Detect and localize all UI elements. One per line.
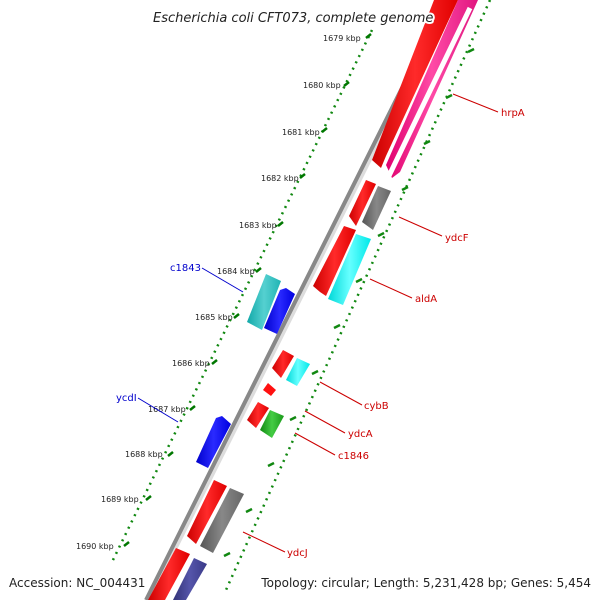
gene-arrow-blue[interactable] [264,288,295,334]
genome-info-text: Topology: circular; Length: 5,231,428 bp… [260,576,591,590]
gene-arrow-aldA[interactable] [328,234,371,305]
gene-label-ycdI[interactable]: ycdI [116,393,137,404]
gene-arrow-c1843[interactable] [247,274,281,330]
reverse-genes [196,274,295,468]
gene-arrow-red[interactable] [349,180,376,226]
gene-arrow-ydcJ[interactable] [200,488,244,553]
kbp-label: 1687 kbp [148,405,186,414]
kbp-label: 1690 kbp [76,542,114,551]
kbp-ticks [123,33,372,547]
gene-arrow-red[interactable] [187,480,227,544]
gene-leaders [137,93,499,553]
gene-arrow-cybB[interactable] [286,358,310,386]
gene-arrow-red[interactable] [372,0,458,168]
kbp-label: 1685 kbp [195,313,233,322]
kbp-label: 1689 kbp [101,495,139,504]
kbp-label: 1684 kbp [217,267,255,276]
gene-label-cybB[interactable]: cybB [364,401,389,412]
gene-arrow-ydcF[interactable] [362,186,391,230]
kbp-labels: 1679 kbp 1680 kbp 1681 kbp 1682 kbp 1683… [76,34,361,551]
gene-label-aldA[interactable]: aldA [415,294,437,305]
inner-ticks [223,47,475,558]
outer-dotted-track [110,29,374,563]
kbp-label: 1686 kbp [172,359,210,368]
gene-arrow-navy[interactable] [173,558,207,600]
gene-label-hrpA[interactable]: hrpA [501,108,525,119]
kbp-label: 1680 kbp [303,81,341,90]
gene-labels: hrpA ydcF aldA cybB ydcA c1846 ydcJ c184… [116,108,525,559]
genome-title: Escherichia coli CFT073, complete genome [153,11,433,26]
gene-label-ydcF[interactable]: ydcF [445,233,469,244]
gene-arrow-red[interactable] [272,350,294,378]
accession-halo: Accession: NC_004431 [9,576,145,590]
gene-label-ydcA[interactable]: ydcA [348,429,373,440]
gene-label-c1846[interactable]: c1846 [338,451,369,462]
gene-arrow-red[interactable] [263,383,276,396]
kbp-label: 1682 kbp [261,174,299,183]
gene-label-ydcJ[interactable]: ydcJ [287,548,308,559]
gene-label-c1843[interactable]: c1843 [170,263,201,274]
gene-arrow-ycdI[interactable] [196,416,231,468]
gene-arrow-red[interactable] [313,226,356,296]
gene-arrow-ydcA[interactable] [260,410,284,438]
genome-title-halo: Escherichia coli CFT073, complete genome [153,11,433,26]
gene-arrow-red[interactable] [247,402,269,428]
genome-info-halo: Topology: circular; Length: 5,231,428 bp… [260,576,591,590]
accession-text: Accession: NC_004431 [9,576,145,590]
kbp-label: 1683 kbp [239,221,277,230]
kbp-label: 1688 kbp [125,450,163,459]
kbp-label: 1681 kbp [282,128,320,137]
strand-separators [383,6,473,184]
gene-arrow-red[interactable] [148,548,190,600]
right-dotted-track [224,0,492,591]
kbp-label: 1679 kbp [323,34,361,43]
